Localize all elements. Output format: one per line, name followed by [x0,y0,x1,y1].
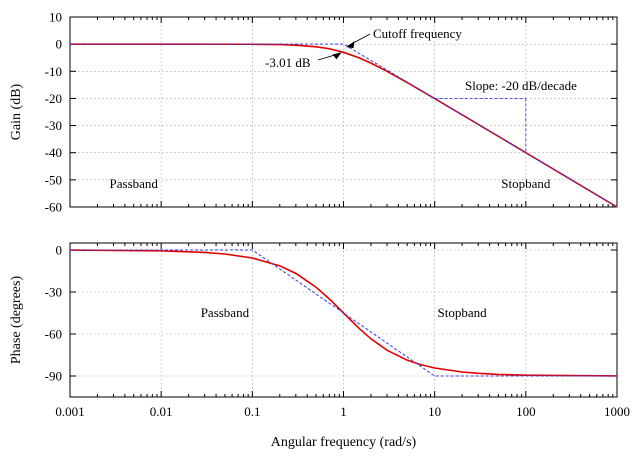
phase-y-tick-label: 0 [56,243,63,258]
x-tick-label: 0.01 [150,404,173,419]
minus3db-label: -3.01 dB [265,55,311,70]
gain-y-tick-label: -20 [45,91,62,106]
phase-y-tick-label: -90 [45,369,62,384]
gain-plot: 10 0 -10 -20 -30 -40 -50 -60 Cutoff frequency -3.… [45,10,618,215]
gain-y-tick-label: 10 [49,10,62,25]
x-tick-label: 10 [428,404,441,419]
cutoff-frequency-label: Cutoff frequency [373,26,462,41]
phase-y-tick-label: -30 [45,285,62,300]
gain-asymptote-line [70,43,618,208]
gain-y-tick-label: -30 [45,118,62,133]
phase-response-line [69,249,618,377]
gain-y-tick-label: -50 [45,172,62,187]
slope-label: Slope: -20 dB/decade [465,78,577,93]
x-tick-label: 100 [516,404,536,419]
phase-y-axis-title: Phase (degrees) [9,276,24,365]
gain-y-axis-title: Gain (dB) [9,83,24,140]
gain-y-tick-label: -40 [45,145,62,160]
gain-y-tick-label: -60 [45,200,62,215]
gain-passband-label: Passband [110,176,159,191]
x-tick-label: 0.1 [244,404,260,419]
gain-y-tick-label: 0 [56,37,63,52]
gain-stopband-label: Stopband [501,176,551,191]
phase-stopband-label: Stopband [438,305,488,320]
phase-passband-label: Passband [201,305,250,320]
minus3db-arrow-head [332,52,342,60]
phase-plot: 0 -30 -60 -90 0.001 0.01 0.1 1 10 100 1000 Passband… [45,242,630,419]
phase-asymptote-line [70,249,617,377]
x-tick-label: 0.001 [55,404,84,419]
phase-y-tick-label: -60 [45,327,62,342]
x-tick-label: 1000 [604,404,630,419]
cutoff-arrow-head [346,41,355,49]
x-axis-title: Angular frequency (rad/s) [271,435,417,450]
gain-y-tick-label: -10 [45,64,62,79]
x-tick-label: 1 [340,404,347,419]
